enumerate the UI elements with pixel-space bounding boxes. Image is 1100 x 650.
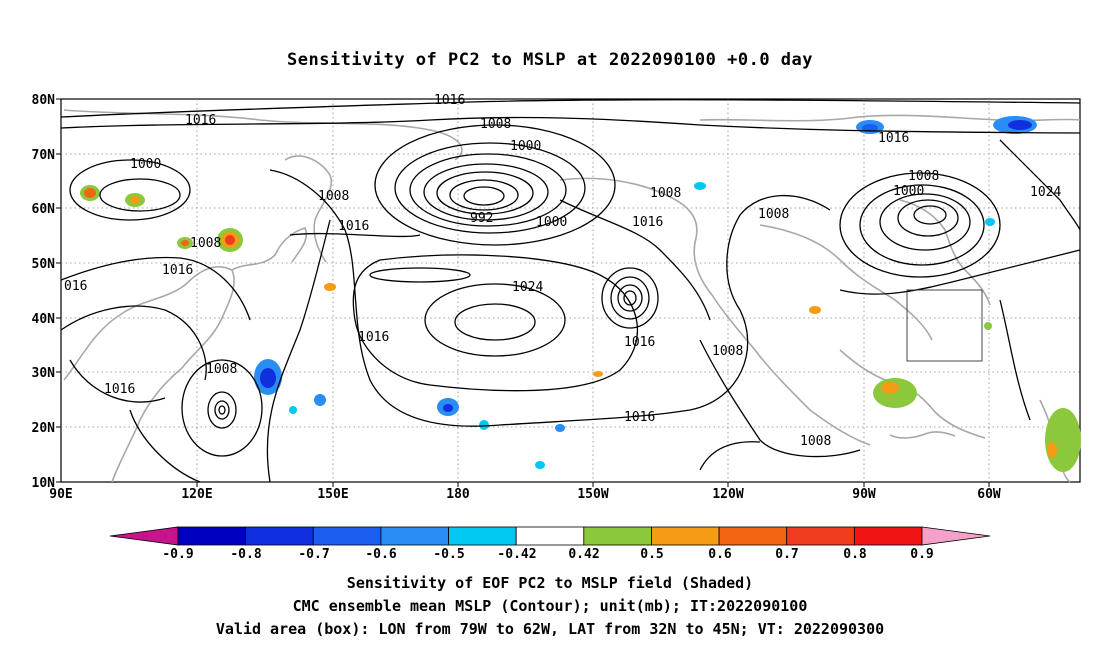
contour-label: 1000 (510, 139, 541, 154)
contour-label: 1024 (512, 280, 543, 295)
lat-label: 70N (32, 148, 56, 163)
gridlines (61, 99, 1080, 482)
contour-labels: 1016 1016 1008 1000 1000 992 1000 1008 1… (64, 93, 1061, 449)
contour-label: 1008 (712, 344, 743, 359)
colorbar-label: 0.6 (708, 547, 732, 562)
contour-label: 1008 (318, 189, 349, 204)
colorbar-cell (245, 526, 314, 546)
contour-label: 1000 (536, 215, 567, 230)
contour-label: 1016 (358, 330, 389, 345)
valid-area-box (906, 289, 983, 362)
contour-label: 1016 (162, 263, 193, 278)
contour-label: 1008 (800, 434, 831, 449)
colorbar-label: 0.9 (910, 547, 933, 562)
colorbar-high-triangle (921, 526, 991, 546)
lon-label: 180 (446, 487, 470, 502)
contour-label: 1016 (878, 131, 909, 146)
colorbar-cell (448, 526, 517, 546)
colorbar-labels: -0.9 -0.8 -0.7 -0.6 -0.5 -0.42 0.42 0.5 … (162, 547, 933, 562)
contour-label: 1008 (480, 117, 511, 132)
colorbar-low-triangle (109, 526, 179, 546)
contour-label: 1016 (624, 410, 655, 425)
contour-label: 1016 (338, 219, 369, 234)
contour-label: 1008 (758, 207, 789, 222)
lon-label: 120W (712, 487, 743, 502)
sensitivity-map: 1016 1016 1008 1000 1000 992 1000 1008 1… (32, 93, 1081, 562)
colorbar: -0.9 -0.8 -0.7 -0.6 -0.5 -0.42 0.42 0.5 … (109, 526, 991, 562)
lat-label: 10N (32, 476, 56, 491)
colorbar-label: -0.9 (162, 547, 193, 562)
contour-label: 992 (470, 211, 493, 226)
colorbar-cell (380, 526, 449, 546)
mslp-contours (60, 99, 1081, 483)
contour-label: 1016 (632, 215, 663, 230)
footer-line-shading: Sensitivity of EOF PC2 to MSLP field (Sh… (346, 574, 754, 592)
contour-label: 016 (64, 279, 87, 294)
colorbar-cells (177, 526, 923, 546)
lat-ticks (56, 98, 61, 483)
longitude-labels: 90E 120E 150E 180 150W 120W 90W 60W (49, 487, 1001, 502)
sensitivity-shading (80, 116, 1081, 472)
colorbar-label: -0.5 (433, 547, 464, 562)
colorbar-label: -0.7 (298, 547, 329, 562)
latitude-labels: 80N 70N 60N 50N 40N 30N 20N 10N (32, 93, 56, 491)
contour-label: 1008 (206, 362, 237, 377)
lat-label: 40N (32, 312, 56, 327)
colorbar-cell (583, 526, 652, 546)
colorbar-label: -0.42 (497, 547, 536, 562)
colorbar-cell (312, 526, 382, 546)
contour-label: 1024 (1030, 185, 1061, 200)
colorbar-cell (718, 526, 788, 546)
chart-title: Sensitivity of PC2 to MSLP at 2022090100… (286, 50, 813, 70)
lon-label: 90E (49, 487, 72, 502)
contour-label: 1016 (434, 93, 465, 108)
lon-label: 150E (317, 487, 348, 502)
colorbar-cell (853, 526, 923, 546)
lat-label: 30N (32, 366, 56, 381)
contour-label: 1008 (190, 236, 221, 251)
colorbar-cell (515, 526, 585, 546)
contour-label: 1008 (650, 186, 681, 201)
lon-label: 60W (977, 487, 1001, 502)
colorbar-label: -0.6 (365, 547, 396, 562)
contour-label: 1016 (624, 335, 655, 350)
colorbar-label: 0.42 (568, 547, 599, 562)
lat-label: 50N (32, 257, 56, 272)
lon-ticks (196, 482, 990, 487)
colorbar-cell (177, 526, 247, 546)
contour-label: 1016 (185, 113, 216, 128)
lon-label: 150W (577, 487, 608, 502)
lat-label: 80N (32, 93, 56, 108)
contour-label: 1008 (908, 169, 939, 184)
contour-label: 1000 (130, 157, 161, 172)
lat-label: 60N (32, 202, 56, 217)
footer-line-valid-area: Valid area (box): LON from 79W to 62W, L… (215, 620, 885, 638)
lon-label: 120E (181, 487, 212, 502)
colorbar-label: 0.5 (640, 547, 663, 562)
colorbar-label: 0.8 (843, 547, 867, 562)
colorbar-label: -0.8 (230, 547, 261, 562)
lat-label: 20N (32, 421, 56, 436)
contour-label: 1016 (104, 382, 135, 397)
lon-label: 90W (852, 487, 876, 502)
colorbar-cell (786, 526, 855, 546)
footer-line-contour: CMC ensemble mean MSLP (Contour); unit(m… (292, 597, 808, 615)
colorbar-label: 0.7 (775, 547, 798, 562)
colorbar-cell (651, 526, 720, 546)
contour-label: 1000 (893, 184, 924, 199)
